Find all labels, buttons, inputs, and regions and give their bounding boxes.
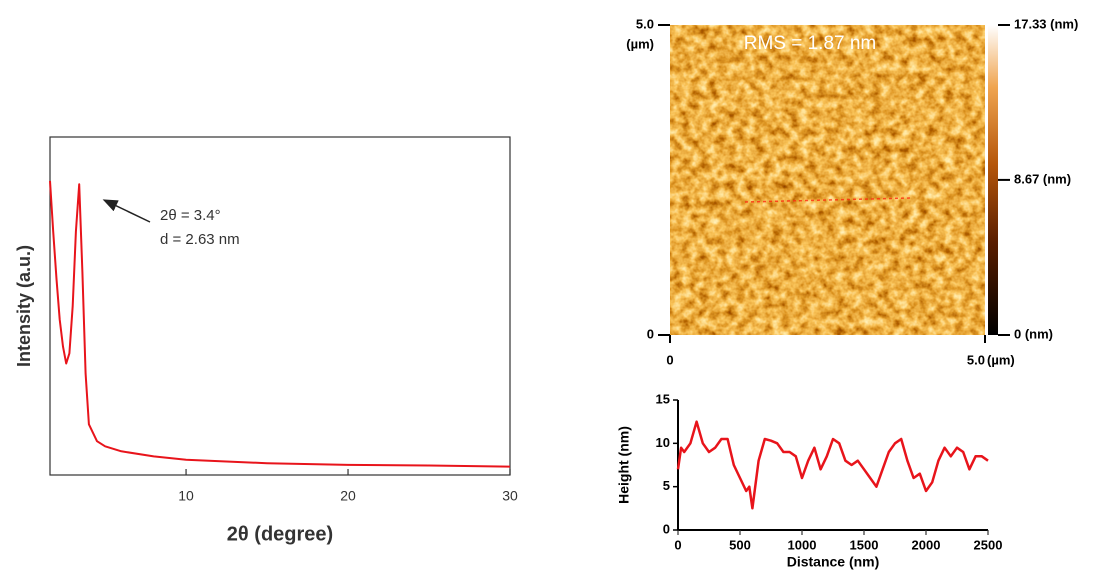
- profile-panel: 0 500 1000 1500 2000 2500 0 5 10 15 Distance (nm) H…: [616, 391, 1003, 569]
- y-tick-label: 5.0: [636, 16, 654, 31]
- y-axis-label: Height (nm): [616, 426, 632, 504]
- afm-image: [670, 25, 985, 335]
- x-tick-label: 0: [666, 352, 673, 367]
- y-tick-label: 0: [647, 326, 654, 341]
- rms-annotation: RMS = 1.87 nm: [744, 33, 877, 54]
- x-tick-label: 2500: [974, 537, 1003, 552]
- colorbar: [988, 25, 998, 335]
- y-tick-label: 0: [663, 521, 670, 536]
- x-axis-label: 2θ (degree): [227, 523, 333, 545]
- x-tick-label: 20: [340, 488, 356, 504]
- plot-frame: [49, 136, 511, 476]
- x-tick-label: 500: [729, 537, 751, 552]
- x-tick-label: 2000: [912, 537, 941, 552]
- x-tick-label: 5.0: [967, 352, 985, 367]
- annotation: d = 2.63 nm: [160, 231, 240, 248]
- x-tick-label: 1000: [788, 537, 817, 552]
- x-unit: (µm): [987, 352, 1015, 367]
- x-tick-label: 10: [178, 488, 194, 504]
- annotation: 2θ = 3.4°: [160, 207, 221, 224]
- x-tick-label: 0: [674, 537, 681, 552]
- afm-panel: RMS = 1.87 nm0 5.0 (µm)05.0(µm)0 (nm)8.67 …: [626, 16, 1078, 367]
- colorbar-label: 8.67 (nm): [1014, 171, 1071, 186]
- xrd-panel: 10 20 30 2θ (degree) Intensity (a.u.) 2θ = 3.…: [14, 136, 518, 545]
- colorbar-label: 0 (nm): [1014, 326, 1053, 341]
- annotation-arrow: [102, 199, 151, 223]
- y-tick-label: 5: [663, 478, 670, 493]
- y-tick-label: 10: [656, 435, 670, 450]
- x-tick-label: 1500: [850, 537, 879, 552]
- y-tick-label: 15: [656, 391, 670, 406]
- data-line: [676, 420, 989, 510]
- y-unit: (µm): [626, 36, 654, 51]
- y-axis-label: Intensity (a.u.): [14, 245, 34, 367]
- data-line: [49, 180, 511, 468]
- x-axis-label: Distance (nm): [787, 554, 880, 570]
- x-tick-label: 30: [502, 488, 518, 504]
- colorbar-label: 17.33 (nm): [1014, 16, 1078, 31]
